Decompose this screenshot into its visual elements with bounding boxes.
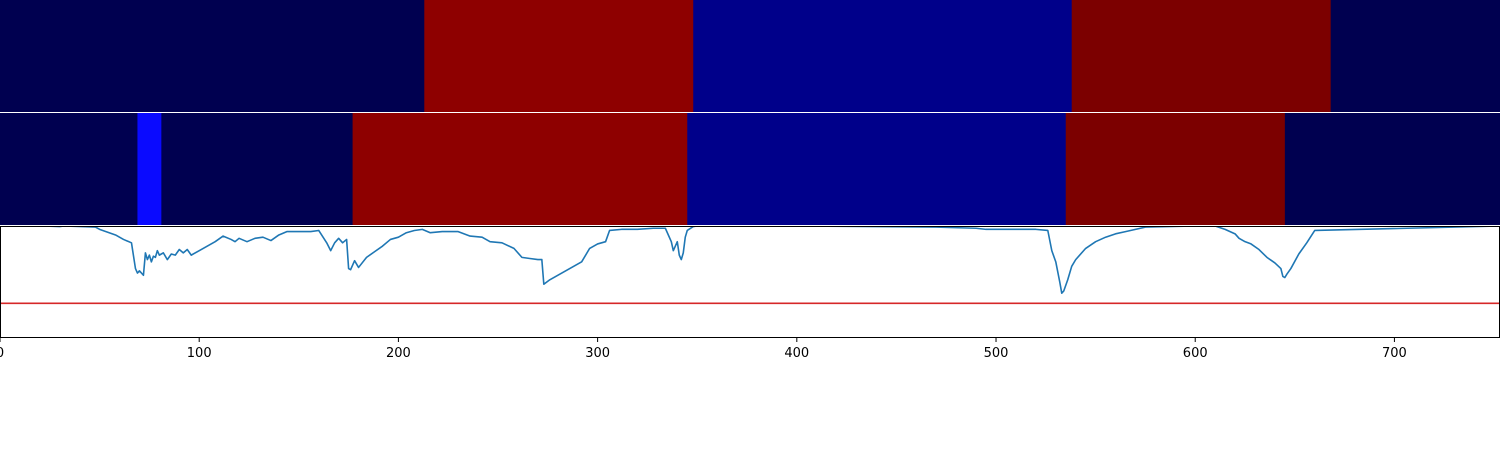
heatmap-segment-1-1 bbox=[0, 0, 425, 112]
x-axis: 0 100 200 300 400 500 600 700 bbox=[0, 338, 1407, 361]
heatmap-segment-2-3 bbox=[161, 113, 354, 225]
heatmap-segment-2-5 bbox=[687, 113, 1067, 225]
heatmap-segment-1-3 bbox=[693, 0, 1073, 112]
heatmap-segment-1-4 bbox=[1071, 0, 1332, 112]
x-tick-label-500: 500 bbox=[984, 346, 1009, 361]
heatmap-panel-middle bbox=[0, 113, 1500, 225]
x-tick-label-300: 300 bbox=[585, 346, 610, 361]
heatmap-panel-top bbox=[0, 0, 1500, 112]
x-tick-label-100: 100 bbox=[187, 346, 212, 361]
x-tick-label-400: 400 bbox=[784, 346, 809, 361]
heatmap-segment-2-7 bbox=[1284, 113, 1500, 225]
x-tick-label-600: 600 bbox=[1183, 346, 1208, 361]
heatmap-segment-1-2 bbox=[424, 0, 694, 112]
x-tick-label-700: 700 bbox=[1382, 346, 1407, 361]
heatmap-segment-2-4 bbox=[352, 113, 688, 225]
heatmap-segment-2-6 bbox=[1065, 113, 1286, 225]
heatmap-segment-2-1 bbox=[0, 113, 138, 225]
x-tick-label-200: 200 bbox=[386, 346, 411, 361]
line-plot-panel bbox=[0, 226, 1500, 338]
heatmap-segment-2-2 bbox=[137, 113, 162, 225]
heatmap-segment-1-5 bbox=[1330, 0, 1500, 112]
x-tick-label-0: 0 bbox=[0, 346, 4, 361]
line-plot-background bbox=[0, 226, 1500, 338]
series-line-1 bbox=[0, 226, 1500, 294]
